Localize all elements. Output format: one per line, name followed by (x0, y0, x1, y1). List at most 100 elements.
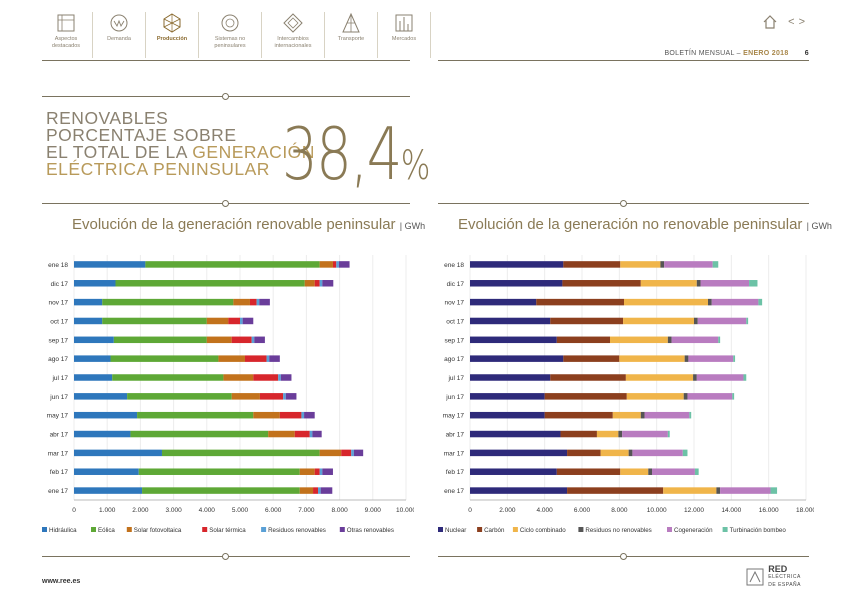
category-label: jun 17 (49, 394, 68, 401)
bar-segment (145, 261, 320, 268)
nav-label: Aspectos destacados (51, 36, 81, 49)
legend-label: Residuos no renovables (585, 527, 651, 534)
bar-segment (632, 449, 683, 457)
x-tick-label: 0 (468, 507, 472, 514)
x-tick-label: 12.000 (684, 507, 704, 514)
category-label: dic 17 (447, 281, 465, 288)
bar-segment (687, 393, 733, 400)
next-page-button[interactable]: > (798, 16, 809, 28)
bar-segment (623, 317, 694, 325)
x-tick-label: 6.000 (574, 507, 591, 514)
x-tick-label: 8.000 (611, 507, 628, 514)
bar-segment (556, 468, 621, 475)
bar-segment (470, 298, 537, 306)
nav-item-produccion[interactable]: Producción (146, 12, 199, 58)
chart-unit: | GWh (806, 221, 832, 231)
chart-title-renewable: Evolución de la generación renovable pen… (72, 216, 425, 233)
footer-url[interactable]: www.ree.es (42, 578, 81, 585)
bar-segment (231, 336, 252, 344)
category-label: ago 17 (48, 356, 68, 363)
category-label: nov 17 (48, 300, 68, 307)
bar-segment (74, 280, 116, 287)
bar-segment (332, 261, 337, 268)
nav-item-demanda[interactable]: Demanda (93, 12, 146, 58)
legend-swatch (438, 527, 443, 532)
headline-line: ELÉCTRICA PENINSULAR (46, 159, 270, 179)
bar-segment (228, 317, 240, 325)
bar-segment (693, 374, 697, 381)
bar-segment (567, 487, 664, 494)
bar-segment (266, 355, 270, 362)
x-tick-label: 4.000 (199, 507, 216, 514)
bar-segment (259, 393, 284, 400)
bar-segment (684, 355, 689, 362)
bar-segment (256, 298, 260, 306)
x-tick-label: 2.000 (499, 507, 516, 514)
legend-label: Otras renovables (347, 527, 394, 534)
category-label: ene 18 (444, 262, 464, 269)
bar-segment (74, 487, 143, 494)
non-peninsular-icon (221, 14, 239, 32)
divider (438, 60, 809, 61)
bulletin-prefix: BOLETÍN MENSUAL (664, 50, 735, 57)
nav-item-transporte[interactable]: Transporte (325, 12, 378, 58)
bar-segment (620, 261, 661, 268)
category-label: mar 17 (444, 450, 465, 457)
bar-segment (671, 336, 719, 344)
bar-segment (74, 393, 128, 400)
bar-segment (640, 411, 645, 419)
bar-segment (313, 487, 319, 494)
chart-title-nonrenewable: Evolución de la generación no renovable … (458, 216, 832, 233)
home-icon[interactable] (762, 14, 778, 30)
bar-segment (697, 317, 747, 325)
nav-label: Producción (156, 36, 188, 42)
x-tick-label: 8.000 (331, 507, 348, 514)
bar-segment (749, 280, 758, 287)
bar-segment (231, 393, 260, 400)
category-label: jul 17 (51, 375, 68, 382)
bar-segment (563, 355, 620, 362)
logo-line: RED (768, 564, 788, 574)
bar-segment (319, 280, 323, 287)
share-unit: % (400, 143, 431, 189)
nav-item-intercambios-internacionales[interactable]: Intercambios internacionales (262, 12, 325, 58)
bar-segment (720, 487, 771, 494)
nav-label: Mercados (391, 36, 417, 42)
nav-label: Demanda (107, 36, 131, 42)
chart-unit: | GWh (399, 221, 426, 231)
chart-title-text: Evolución de la generación no renovable … (458, 216, 803, 233)
bar-segment (667, 430, 670, 438)
chart-title-text: Evolución de la generación renovable pen… (72, 216, 396, 233)
bar-segment (322, 468, 333, 475)
x-tick-label: 9.000 (365, 507, 382, 514)
bar-segment (694, 317, 698, 325)
bar-segment (689, 411, 692, 419)
category-label: oct 17 (50, 318, 68, 325)
nav-item-aspectos-destacados[interactable]: Aspectos destacados (40, 12, 93, 58)
nav-item-sistemas-no-peninsulares[interactable]: Sistemas no peninsulares (199, 12, 262, 58)
chart-unit-text: GWh (404, 221, 426, 231)
legend-label: Solar fotovoltaica (134, 527, 182, 534)
legend-swatch (477, 527, 483, 532)
bar-segment (711, 298, 759, 306)
bar-segment (470, 355, 564, 362)
x-tick-label: 0 (72, 507, 76, 514)
bar-segment (640, 280, 697, 287)
prev-page-button[interactable]: < (788, 16, 799, 28)
page-controls: <> (762, 14, 809, 30)
category-label: ago 17 (444, 356, 464, 363)
legend-swatch (722, 527, 728, 532)
nonrenewable-generation-chart: 0 2.000 4.000 6.000 8.000 10.000 12.000 14.000 1… (438, 255, 814, 534)
nav-item-mercados[interactable]: Mercados (378, 12, 431, 58)
legend-label: Solar térmica (209, 527, 246, 534)
legend-label: Cogeneración (674, 527, 713, 534)
category-label: sep 17 (48, 337, 68, 344)
bar-segment (625, 374, 694, 381)
bar-segment (322, 280, 334, 287)
bar-segment (278, 374, 281, 381)
bar-segment (470, 411, 545, 419)
bar-segment (142, 487, 300, 494)
bar-segment (110, 355, 219, 362)
bar-segment (102, 298, 234, 306)
category-label: may 17 (443, 413, 465, 420)
